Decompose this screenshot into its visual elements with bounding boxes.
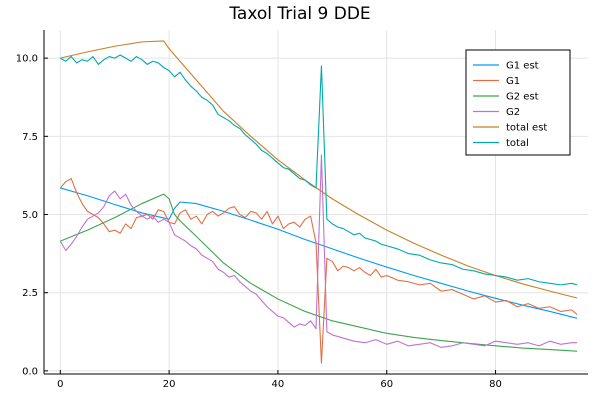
legend-label-total-est: total est <box>506 123 547 134</box>
y-tick-label: 10.0 <box>16 54 38 65</box>
chart-title: Taxol Trial 9 DDE <box>228 4 370 24</box>
legend-label-g1-est: G1 est <box>506 61 539 72</box>
series-line-g2 <box>59 154 578 348</box>
x-tick-label: 40 <box>272 379 285 390</box>
x-tick-label: 80 <box>489 379 502 390</box>
legend-label-g2: G2 <box>506 107 520 118</box>
legend: G1 est G1 G2 est G2 total est total <box>465 49 571 156</box>
y-tick-label: 5.0 <box>22 210 38 221</box>
y-axis-ticks: 0.0 2.5 5.0 7.5 10.0 <box>16 54 48 377</box>
series-line-total <box>60 54 578 286</box>
y-tick-label: 2.5 <box>22 288 38 299</box>
y-tick-label: 7.5 <box>22 132 38 143</box>
axes <box>43 30 588 375</box>
legend-box <box>465 49 571 156</box>
series-line-g1-est <box>60 187 578 319</box>
x-axis-ticks: 0 20 40 60 80 <box>57 370 502 390</box>
series-lines <box>59 40 578 364</box>
y-tick-label: 0.0 <box>22 366 38 377</box>
series-line-total-est <box>60 40 578 299</box>
x-tick-label: 60 <box>380 379 393 390</box>
series-line-g1 <box>59 178 578 364</box>
series-line-g2-est <box>60 193 578 352</box>
x-tick-label: 20 <box>163 379 176 390</box>
x-tick-label: 0 <box>57 379 63 390</box>
legend-label-g2-est: G2 est <box>506 92 539 103</box>
legend-label-total: total <box>506 138 529 149</box>
legend-label-g1: G1 <box>506 76 520 87</box>
